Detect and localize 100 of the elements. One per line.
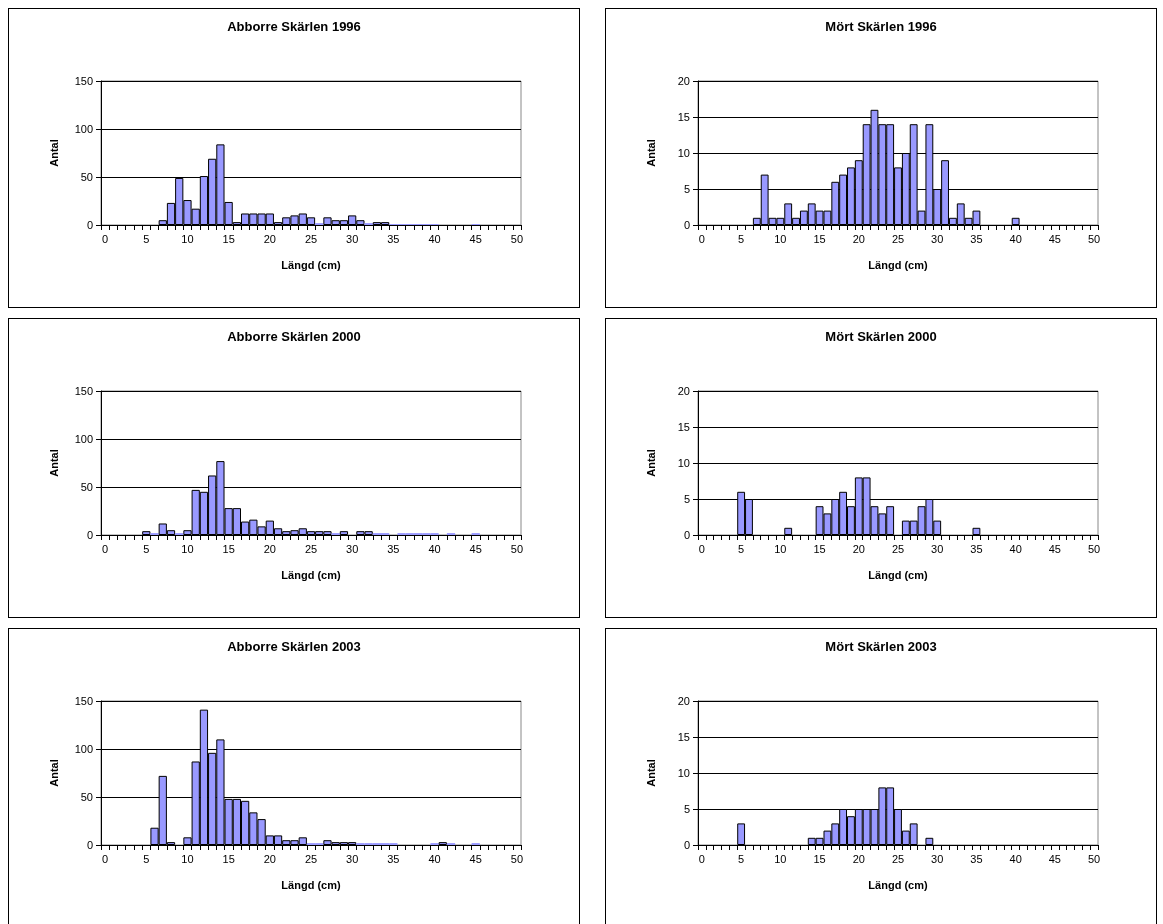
y-tick-label: 15 [677,111,690,123]
x-tick-label: 35 [387,852,400,865]
x-tick-label: 10 [774,852,787,865]
y-tick-label: 10 [677,147,690,159]
x-axis-title: Längd (cm) [281,258,341,271]
x-tick-label: 50 [510,852,524,865]
chart-title: Abborre Skärlen 2000 [227,329,361,344]
x-tick-label: 10 [181,232,194,245]
x-tick-label: 30 [346,542,359,555]
y-tick-label: 0 [683,529,690,541]
y-tick-label: 100 [74,433,93,445]
y-tick-label: 15 [677,731,690,743]
x-tick-label: 10 [181,542,194,555]
x-tick-label: 5 [738,232,745,245]
x-tick-label: 15 [813,852,826,865]
x-tick-label: 30 [931,232,944,245]
y-axis-title: Antal [644,449,657,477]
x-tick-label: 35 [970,542,983,555]
x-tick-label: 35 [387,542,400,555]
x-tick-label: 20 [852,232,865,245]
x-tick-label: 20 [263,852,276,865]
x-tick-label: 10 [181,852,194,865]
x-axis-title: Längd (cm) [868,258,928,271]
y-tick-label: 0 [86,529,93,541]
y-tick-label: 150 [74,75,93,87]
x-tick-label: 50 [1087,232,1101,245]
y-tick-label: 10 [677,767,690,779]
x-tick-label: 20 [263,232,276,245]
x-tick-label: 10 [774,232,787,245]
x-tick-label: 0 [102,852,109,865]
x-tick-label: 25 [891,852,905,865]
x-tick-label: 5 [143,232,150,245]
y-tick-label: 5 [683,803,690,815]
x-tick-label: 25 [304,542,318,555]
y-tick-label: 0 [86,219,93,231]
x-tick-label: 15 [222,852,235,865]
y-tick-label: 50 [80,791,93,803]
y-tick-label: 5 [683,183,690,195]
x-tick-label: 5 [143,542,150,555]
x-tick-label: 0 [102,232,109,245]
y-tick-label: 0 [86,839,93,851]
x-tick-label: 30 [931,542,944,555]
x-tick-label: 15 [222,232,235,245]
y-tick-label: 15 [677,421,690,433]
y-tick-label: 50 [80,171,93,183]
chart-title: Mört Skärlen 2000 [825,329,937,344]
x-tick-label: 20 [263,542,276,555]
x-tick-label: 20 [852,852,865,865]
x-axis-title: Längd (cm) [868,878,928,891]
y-tick-label: 150 [74,695,93,707]
x-tick-label: 40 [1009,542,1022,555]
x-tick-label: 0 [698,232,705,245]
x-tick-label: 40 [428,852,441,865]
x-tick-label: 5 [143,852,150,865]
x-tick-label: 25 [304,232,318,245]
x-tick-label: 40 [428,542,441,555]
y-tick-label: 20 [677,75,690,87]
x-axis-title: Längd (cm) [281,568,341,581]
y-tick-label: 100 [74,123,93,135]
y-axis-title: Antal [644,139,657,167]
y-axis-title: Antal [644,759,657,787]
x-tick-label: 10 [774,542,787,555]
y-tick-label: 5 [683,493,690,505]
x-tick-label: 35 [970,232,983,245]
x-tick-label: 5 [738,852,745,865]
x-tick-label: 0 [102,542,109,555]
y-axis-title: Antal [47,449,60,477]
x-tick-label: 50 [510,232,524,245]
x-tick-label: 25 [891,542,905,555]
x-tick-label: 40 [1009,852,1022,865]
x-tick-label: 20 [852,542,865,555]
x-tick-label: 45 [469,852,482,865]
x-axis-title: Längd (cm) [868,568,928,581]
y-tick-label: 0 [683,219,690,231]
x-tick-label: 5 [738,542,745,555]
x-tick-label: 0 [698,542,705,555]
y-axis-title: Antal [47,759,60,787]
x-tick-label: 40 [428,232,441,245]
x-tick-label: 35 [970,852,983,865]
x-tick-label: 30 [931,852,944,865]
x-tick-label: 50 [1087,852,1101,865]
chart-title: Mört Skärlen 1996 [825,19,937,34]
x-tick-label: 15 [813,542,826,555]
x-tick-label: 40 [1009,232,1022,245]
x-tick-label: 45 [469,232,482,245]
x-tick-label: 30 [346,232,359,245]
x-tick-label: 50 [510,542,524,555]
x-tick-label: 35 [387,232,400,245]
x-tick-label: 45 [1048,232,1061,245]
x-tick-label: 50 [1087,542,1101,555]
y-tick-label: 10 [677,457,690,469]
x-tick-label: 25 [304,852,318,865]
x-tick-label: 45 [469,542,482,555]
x-tick-label: 45 [1048,542,1061,555]
x-tick-label: 25 [891,232,905,245]
x-tick-label: 15 [222,542,235,555]
y-tick-label: 150 [74,385,93,397]
chart-title: Mört Skärlen 2003 [825,639,937,654]
y-tick-label: 100 [74,743,93,755]
y-axis-title: Antal [47,139,60,167]
